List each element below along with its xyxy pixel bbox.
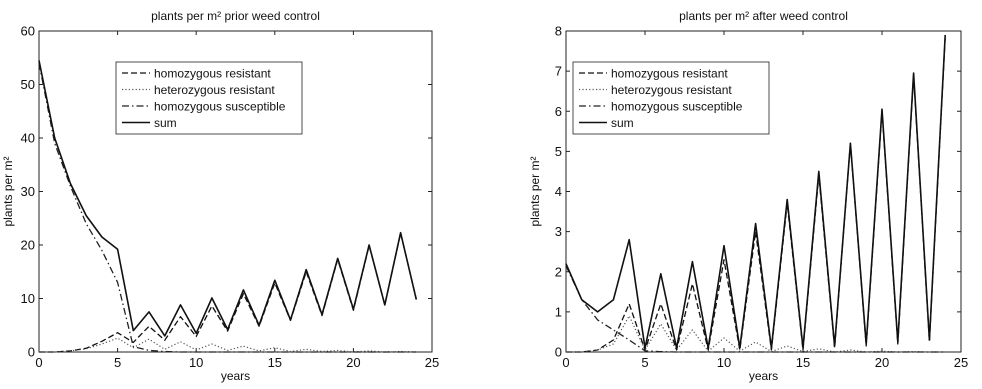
series-line-dotted [39,337,417,353]
x-tick-label: 15 [796,355,810,370]
legend-label: homozygous resistant [611,67,728,81]
y-axis-label: plants per m² [528,156,542,226]
y-tick-label: 2 [555,264,562,279]
y-tick-label: 20 [21,238,35,253]
legend-label: heterozygous resistant [611,83,732,97]
y-tick-label: 3 [555,224,562,239]
x-tick-label: 15 [268,355,282,370]
y-tick-label: 60 [21,24,35,39]
x-tick-label: 25 [425,355,439,370]
legend-label: homozygous susceptible [611,100,743,114]
legend-label: sum [611,116,634,130]
legend-label: homozygous susceptible [154,100,286,114]
series-line-dashed [39,232,417,353]
series-line-solid [565,34,946,349]
y-tick-label: 5 [555,144,562,159]
legend-label: sum [154,116,177,130]
series-line-solid [38,60,418,337]
y-tick-label: 8 [555,24,562,39]
chart-title: plants per m² after weed control [679,9,848,23]
x-tick-label: 20 [875,355,889,370]
chart-title: plants per m² prior weed control [151,9,320,23]
y-tick-label: 0 [28,345,35,360]
series-line-dashdot [38,62,417,353]
x-tick-label: 5 [641,355,648,370]
y-tick-label: 4 [555,184,562,199]
x-tick-label: 10 [189,355,203,370]
series-line-dotted [566,315,946,353]
x-tick-label: 5 [114,355,121,370]
y-tick-label: 7 [555,64,562,79]
legend: homozygous resistant heterozygous resista… [115,61,303,135]
x-axis-label: years [749,369,778,383]
x-tick-label: 10 [717,355,731,370]
y-tick-label: 30 [21,184,35,199]
y-tick-label: 10 [21,291,35,306]
y-tick-label: 6 [555,104,562,119]
x-tick-label: 20 [346,355,360,370]
y-tick-label: 1 [555,304,562,319]
legend-label: homozygous resistant [154,67,271,81]
y-axis-label: plants per m² [1,156,15,226]
chart-panel-1: plants per m² prior weed control 0 5 10 15 20… [1,9,439,383]
y-tick-label: 50 [21,77,35,92]
legend: homozygous resistant heterozygous resista… [572,61,770,135]
x-tick-label: 25 [954,355,968,370]
y-tick-label: 0 [555,345,562,360]
x-tick-label: 0 [562,355,569,370]
x-tick-label: 0 [35,355,42,370]
x-axis-label: years [221,369,250,383]
legend-label: heterozygous resistant [154,83,275,97]
y-tick-label: 40 [21,131,35,146]
series-line-dashdot [565,265,946,353]
